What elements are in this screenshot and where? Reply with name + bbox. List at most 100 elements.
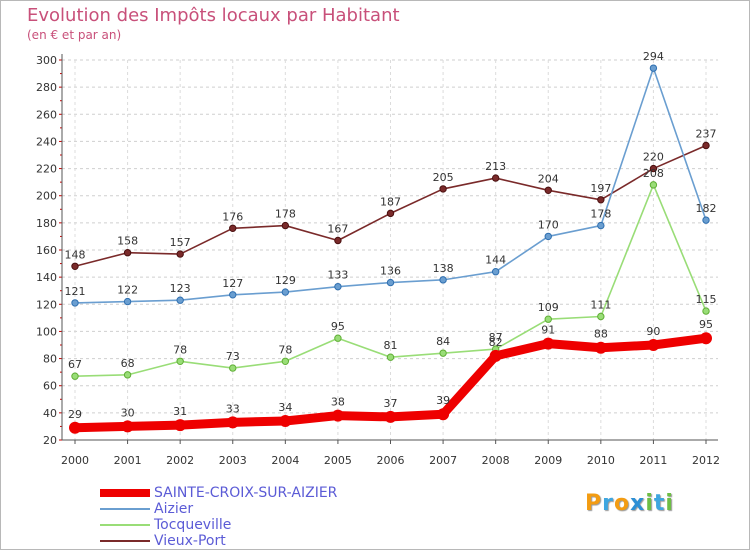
chart-title: Evolution des Impôts locaux par Habitant: [27, 5, 400, 26]
data-label: 111: [590, 299, 611, 312]
axes: 20 40 60 80 100 120 140 160 180 200 220 240 260 280 30…: [36, 54, 720, 467]
data-point: [174, 419, 187, 432]
y-tick-label: 20: [43, 434, 57, 447]
data-point: [597, 312, 605, 321]
data-point: [384, 410, 397, 423]
data-label: 205: [433, 171, 454, 184]
data-point: [229, 364, 237, 372]
data-label: 33: [226, 402, 240, 415]
data-point: [281, 357, 290, 365]
x-tick-label: 2012: [692, 454, 720, 467]
data-label: 95: [699, 318, 713, 331]
data-label: 109: [538, 301, 559, 314]
data-label: 82: [489, 336, 503, 349]
legend-swatch: [100, 508, 150, 510]
x-tick-label: 2008: [482, 454, 510, 467]
data-point: [491, 174, 500, 182]
grid: [62, 59, 718, 441]
proxiti-logo: Proxiti: [585, 491, 674, 516]
y-tick-label: 280: [36, 81, 57, 94]
x-tick-label: 2003: [219, 454, 247, 467]
data-point: [544, 186, 552, 194]
chart-subtitle: (en € et par an): [27, 28, 122, 42]
legend-swatch: [100, 524, 150, 526]
data-label: 237: [696, 128, 717, 141]
data-label: 95: [331, 320, 345, 333]
data-label: 133: [327, 269, 348, 282]
y-tick-label: 140: [36, 271, 57, 284]
data-point: [123, 297, 132, 306]
data-point: [121, 420, 134, 433]
x-tick-label: 2011: [639, 454, 667, 467]
y-tick-label: 100: [36, 325, 57, 338]
y-tick-label: 240: [36, 135, 57, 148]
data-label: 204: [538, 172, 559, 185]
data-point: [386, 278, 395, 287]
data-label: 157: [170, 236, 191, 249]
data-point: [702, 216, 710, 224]
data-labels: 148 158 157 176 178 167 187 205 213 204 197 220 237 1…: [65, 50, 717, 421]
data-point: [700, 332, 712, 345]
data-label: 34: [278, 401, 292, 414]
data-label: 73: [226, 350, 240, 363]
data-label: 138: [433, 262, 454, 275]
data-point: [226, 416, 239, 429]
y-tick-label: 220: [36, 163, 57, 176]
data-label: 170: [538, 218, 559, 231]
data-point: [123, 249, 132, 257]
data-point: [176, 296, 184, 304]
y-tick-label: 180: [36, 217, 57, 230]
legend-label: Vieux-Port: [154, 533, 226, 549]
data-label: 182: [696, 202, 717, 215]
legend-swatch: [100, 489, 150, 497]
data-point: [439, 349, 447, 357]
data-label: 68: [121, 357, 135, 370]
y-tick-label: 300: [36, 54, 57, 67]
data-point: [334, 334, 342, 342]
data-label: 178: [275, 208, 296, 221]
data-point: [702, 141, 710, 150]
data-label: 197: [590, 182, 611, 195]
x-tick-label: 2004: [271, 454, 299, 467]
y-tick-label: 40: [43, 407, 57, 420]
data-point: [334, 282, 342, 291]
data-point: [649, 64, 658, 72]
x-tick-label: 2001: [114, 454, 142, 467]
data-point: [597, 196, 605, 204]
y-tick-label: 120: [36, 298, 57, 311]
y-tick-label: 260: [36, 108, 57, 121]
data-point: [594, 341, 607, 354]
data-point: [491, 268, 500, 276]
data-label: 187: [380, 195, 401, 208]
data-point: [544, 232, 552, 241]
data-label: 158: [117, 235, 138, 248]
y-tick-label: 60: [43, 380, 57, 393]
data-point: [71, 372, 79, 380]
data-label: 148: [65, 248, 86, 261]
data-point: [229, 291, 237, 299]
data-point: [281, 221, 290, 230]
data-point: [489, 349, 502, 362]
series-layer: [69, 64, 712, 434]
data-label: 38: [331, 396, 345, 409]
data-point: [386, 353, 395, 361]
data-label: 88: [594, 328, 608, 341]
data-label: 121: [65, 285, 86, 298]
data-label: 220: [643, 151, 664, 164]
data-point: [123, 371, 132, 379]
data-label: 30: [121, 406, 135, 419]
data-point: [437, 408, 450, 421]
data-label: 144: [485, 254, 506, 267]
data-point: [386, 209, 395, 218]
data-label: 115: [696, 293, 717, 306]
data-point: [542, 337, 555, 350]
data-label: 213: [485, 160, 506, 173]
data-label: 167: [327, 223, 348, 236]
data-label: 294: [643, 50, 664, 63]
data-point: [279, 415, 292, 427]
data-point: [331, 409, 344, 422]
data-label: 136: [380, 265, 401, 278]
data-label: 39: [436, 394, 450, 407]
data-label: 90: [646, 325, 660, 338]
